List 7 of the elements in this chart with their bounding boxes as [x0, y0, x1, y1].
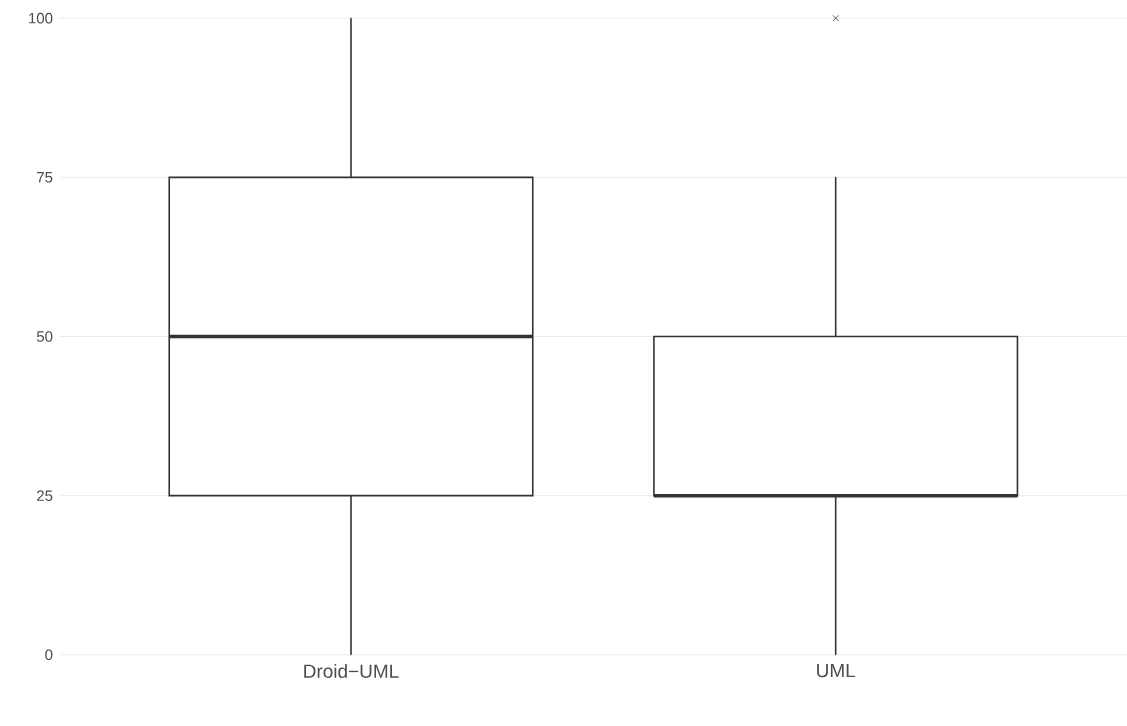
x-tick-label: UML — [817, 664, 856, 678]
y-tick-label: 50 — [36, 331, 53, 342]
y-tick-label: 100 — [29, 12, 53, 24]
y-tick-label: 75 — [37, 172, 53, 183]
y-tick-label: 25 — [37, 490, 53, 501]
y-tick-label: 0 — [45, 649, 53, 661]
x-tick-label: Droid−UML — [304, 664, 399, 678]
